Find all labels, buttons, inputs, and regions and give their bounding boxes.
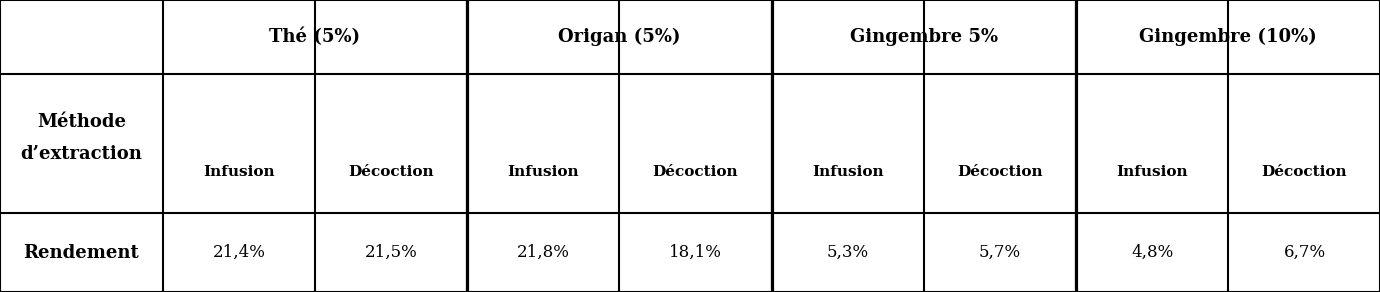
Text: 21,5%: 21,5% [364,244,418,261]
Text: Décoction: Décoction [653,165,738,178]
Text: Thé (5%): Thé (5%) [269,28,360,46]
Text: Infusion: Infusion [203,165,275,178]
Text: 18,1%: 18,1% [669,244,722,261]
Text: Infusion: Infusion [1116,165,1188,178]
Text: Décoction: Décoction [958,165,1043,178]
Text: Décoction: Décoction [1261,165,1347,178]
Text: Gingembre 5%: Gingembre 5% [850,28,998,46]
Text: Méthode
d’extraction: Méthode d’extraction [21,113,142,163]
Text: Rendement: Rendement [23,244,139,262]
Text: Décoction: Décoction [348,165,433,178]
Text: 21,8%: 21,8% [518,244,570,261]
Text: Infusion: Infusion [811,165,883,178]
Text: 5,7%: 5,7% [978,244,1021,261]
Text: Gingembre (10%): Gingembre (10%) [1140,28,1318,46]
Text: Infusion: Infusion [508,165,580,178]
Text: 21,4%: 21,4% [213,244,265,261]
Text: 6,7%: 6,7% [1283,244,1326,261]
Text: 4,8%: 4,8% [1132,244,1173,261]
Text: Origan (5%): Origan (5%) [559,28,680,46]
Text: 5,3%: 5,3% [827,244,869,261]
